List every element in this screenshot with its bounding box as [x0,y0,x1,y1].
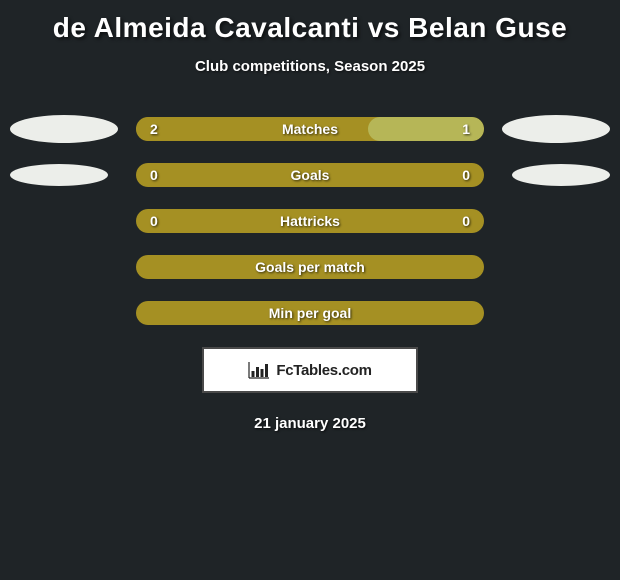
stat-row: Min per goal [0,301,620,325]
logo-text: FcTables.com [276,362,371,379]
stat-row: 0 Hattricks 0 [0,209,620,233]
stat-label: Min per goal [269,305,351,321]
stat-row: 0 Goals 0 [0,163,620,187]
stat-value-left: 0 [150,167,158,183]
fctables-logo-box: FcTables.com [202,347,418,393]
team-badge-right [502,115,610,143]
stat-value-left: 0 [150,213,158,229]
infographic-container: de Almeida Cavalcanti vs Belan Guse Club… [0,0,620,432]
comparison-title: de Almeida Cavalcanti vs Belan Guse [0,8,620,58]
snapshot-date: 21 january 2025 [0,415,620,432]
stat-label: Hattricks [280,213,340,229]
stat-row: 2 Matches 1 [0,117,620,141]
stat-value-left: 2 [150,121,158,137]
team-badge-left [10,164,108,186]
stat-bar: 0 Hattricks 0 [136,209,484,233]
bar-chart-icon [248,361,270,379]
stat-bar: Goals per match [136,255,484,279]
stat-value-right: 0 [462,213,470,229]
stat-label: Goals per match [255,259,365,275]
stat-value-right: 1 [462,121,470,137]
stat-value-right: 0 [462,167,470,183]
comparison-subtitle: Club competitions, Season 2025 [0,58,620,75]
stat-bar: Min per goal [136,301,484,325]
stat-bar: 0 Goals 0 [136,163,484,187]
fctables-logo: FcTables.com [248,361,371,379]
stat-label: Matches [282,121,338,137]
stat-row: Goals per match [0,255,620,279]
stat-bar: 2 Matches 1 [136,117,484,141]
team-badge-left [10,115,118,143]
stat-label: Goals [291,167,330,183]
team-badge-right [512,164,610,186]
stats-list: 2 Matches 1 0 Goals 0 0 Hattricks 0 Goals per mat… [0,117,620,325]
